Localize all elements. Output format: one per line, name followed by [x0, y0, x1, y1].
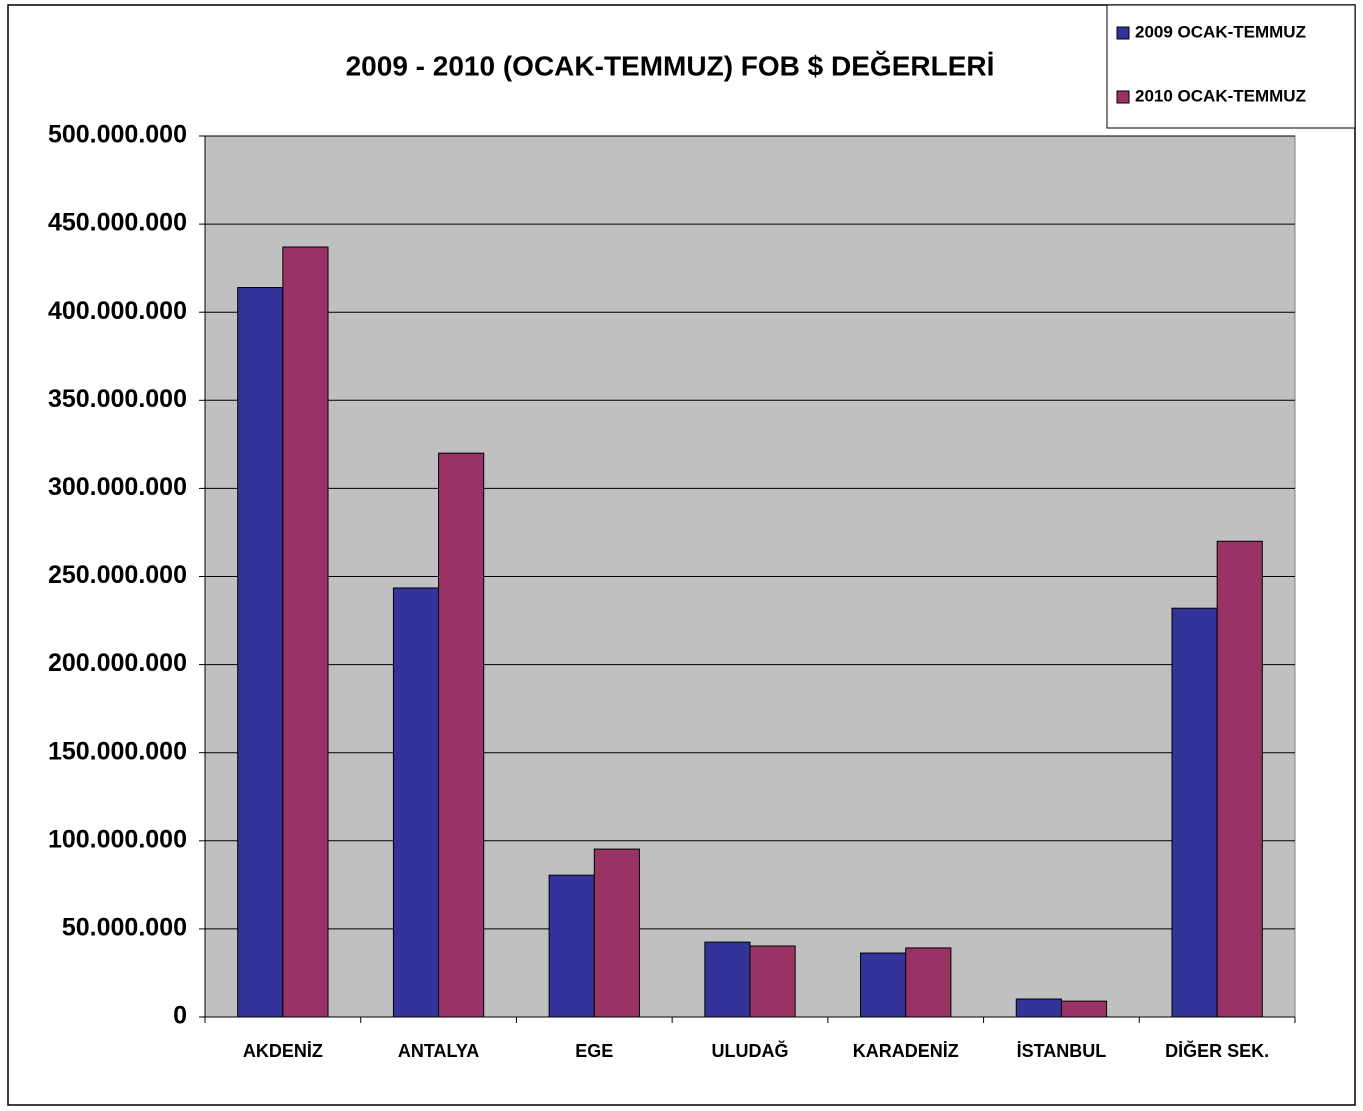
x-tick-label: AKDENİZ: [243, 1041, 323, 1061]
legend-swatch: [1116, 26, 1130, 40]
y-tick-label: 50.000.000: [62, 914, 187, 942]
bar: [704, 941, 751, 1018]
chart-title: 2009 - 2010 (OCAK-TEMMUZ) FOB $ DEĞERLER…: [346, 50, 995, 81]
bar: [392, 587, 440, 1018]
y-tick-label: 0: [173, 1002, 187, 1030]
y-tick-label: 200.000.000: [48, 649, 187, 677]
y-tick-label: 500.000.000: [48, 121, 187, 149]
legend-label: 2009 OCAK-TEMMUZ: [1135, 22, 1306, 41]
y-tick-label: 300.000.000: [48, 473, 187, 501]
bar: [1060, 1000, 1108, 1018]
x-tick-label: ULUDAĞ: [712, 1040, 789, 1061]
legend-swatch: [1116, 90, 1130, 104]
y-tick-label: 450.000.000: [48, 209, 187, 237]
legend-box: [1106, 4, 1356, 129]
bar: [548, 874, 595, 1018]
x-tick-label: DİĞER SEK.: [1165, 1040, 1269, 1061]
bar: [749, 945, 796, 1018]
bar: [438, 452, 485, 1018]
bar: [860, 952, 907, 1018]
bar: [237, 287, 284, 1018]
y-tick-label: 250.000.000: [48, 561, 187, 589]
bar: [282, 246, 329, 1018]
bar: [1216, 540, 1263, 1018]
y-tick-label: 100.000.000: [48, 825, 187, 853]
y-tick-label: 150.000.000: [48, 737, 187, 765]
bar: [905, 947, 952, 1018]
bar: [1015, 998, 1062, 1018]
x-tick-label: KARADENİZ: [853, 1041, 959, 1061]
y-tick-label: 350.000.000: [48, 385, 187, 413]
x-tick-label: EGE: [575, 1041, 613, 1061]
y-tick-label: 400.000.000: [48, 297, 187, 325]
bar: [593, 848, 640, 1018]
bar: [1171, 607, 1218, 1018]
x-tick-label: İSTANBUL: [1017, 1041, 1107, 1061]
legend-label: 2010 OCAK-TEMMUZ: [1135, 86, 1306, 105]
x-tick-label: ANTALYA: [398, 1041, 479, 1061]
